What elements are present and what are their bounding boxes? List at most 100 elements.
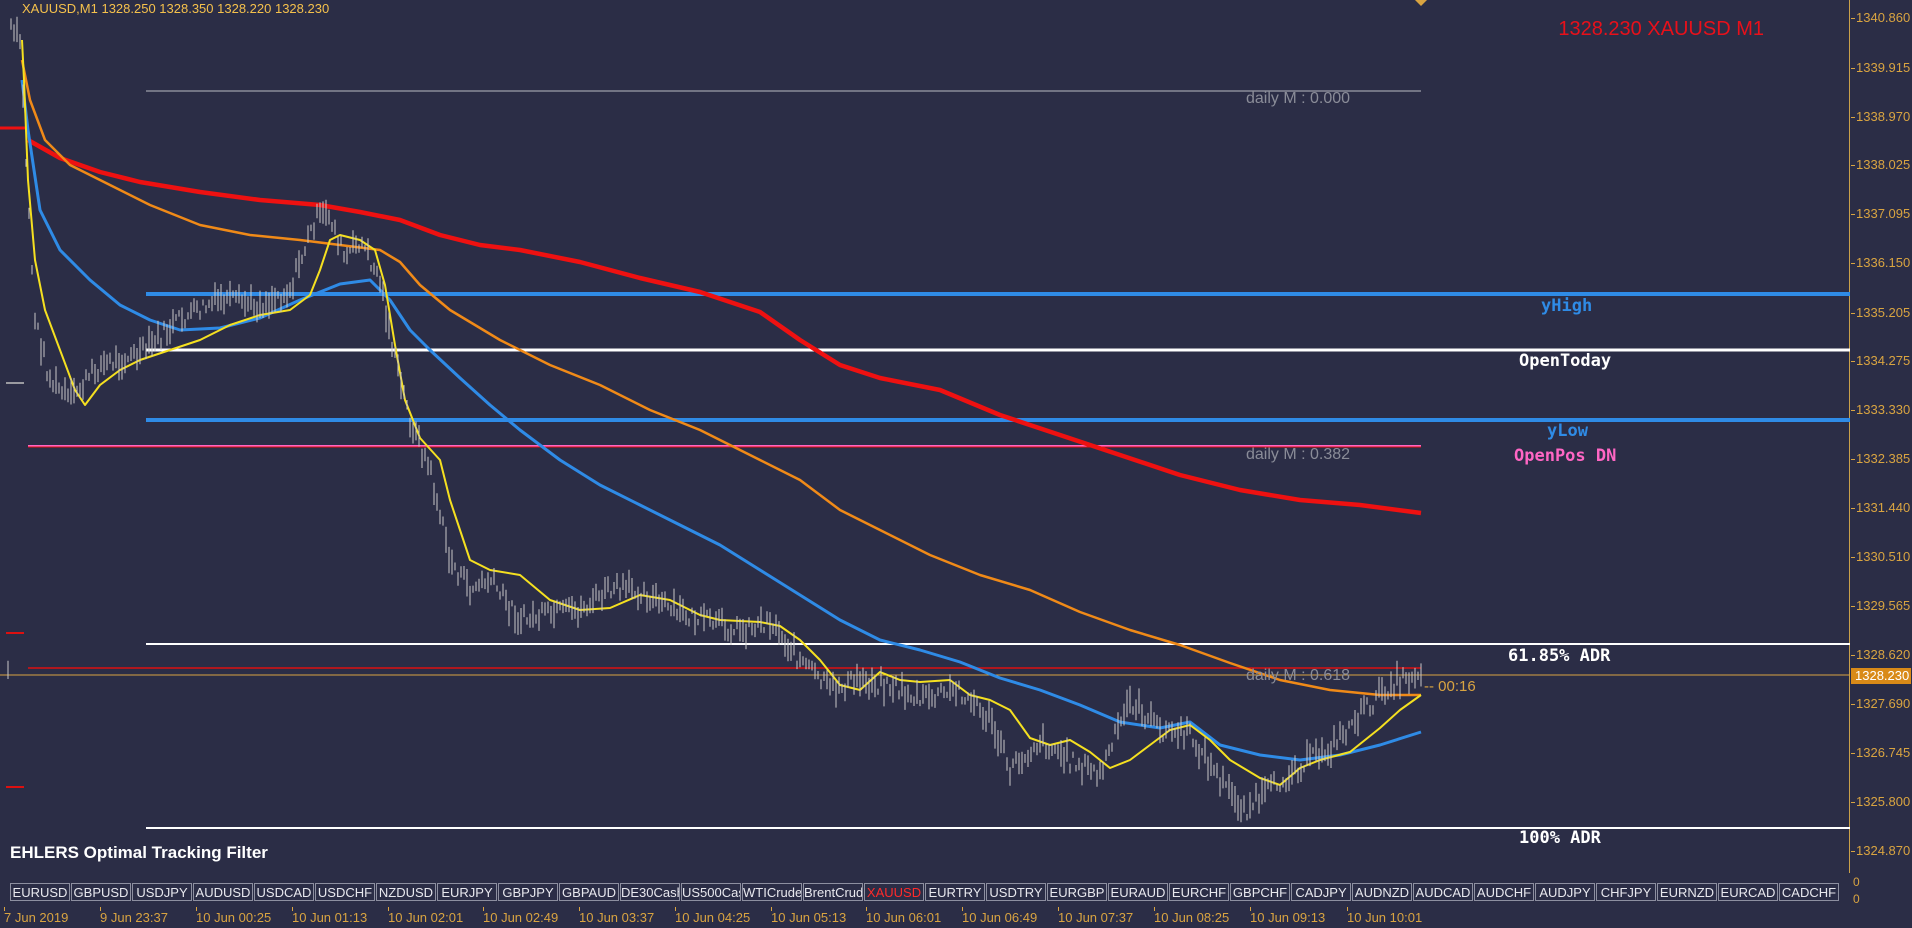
fib-level-0: daily M : 0.000	[1246, 90, 1351, 107]
axis-zero-top: 0	[1853, 875, 1860, 889]
symbol-tab-audusd[interactable]: AUDUSD	[193, 883, 253, 901]
time-tick-label: 10 Jun 06:49	[962, 910, 1038, 925]
symbol-tab-usdjpy[interactable]: USDJPY	[132, 883, 192, 901]
price-tick-label: 1326.745	[1856, 745, 1911, 760]
symbol-tab-cadjpy[interactable]: CADJPY	[1291, 883, 1351, 901]
price-tick	[1851, 313, 1855, 314]
yhigh-label: yHigh	[1541, 296, 1593, 316]
symbol-tab-audcad[interactable]: AUDCAD	[1413, 883, 1473, 901]
price-tick	[1851, 361, 1855, 362]
symbol-tab-eurusd[interactable]: EURUSD	[10, 883, 70, 901]
time-tick	[4, 907, 5, 911]
time-tick-label: 10 Jun 02:01	[388, 910, 464, 925]
price-tick	[1851, 606, 1855, 607]
symbol-tab-gbpusd[interactable]: GBPUSD	[71, 883, 131, 901]
time-tick-label: 10 Jun 01:13	[292, 910, 368, 925]
symbol-tab-chfjpy[interactable]: CHFJPY	[1596, 883, 1656, 901]
price-tick	[1851, 851, 1855, 852]
symbol-tab-audjpy[interactable]: AUDJPY	[1535, 883, 1595, 901]
time-tick-label: 10 Jun 05:13	[771, 910, 847, 925]
price-chart-area[interactable]: XAUUSD,M1 1328.250 1328.350 1328.220 132…	[0, 0, 1850, 901]
price-chart-svg[interactable]	[0, 0, 1850, 873]
price-tick-label: 1340.860	[1856, 10, 1911, 25]
price-tick-label: 1339.915	[1856, 60, 1911, 75]
symbol-tab-us500cash[interactable]: US500Cash	[681, 883, 741, 901]
symbol-tab-eurnzd[interactable]: EURNZD	[1657, 883, 1717, 901]
current-price-marker: 1328.230	[1851, 668, 1911, 684]
price-tick-label: 1328.620	[1856, 647, 1911, 662]
symbol-tab-brentcrude[interactable]: BrentCrude	[803, 883, 863, 901]
time-tick-label: 7 Jun 2019	[4, 910, 69, 925]
symbol-tab-wticrude[interactable]: WTICrude	[742, 883, 802, 901]
ema-orange-line	[20, 59, 1421, 697]
open-today-label: OpenToday	[1519, 351, 1612, 371]
time-tick	[579, 907, 580, 911]
time-tick-label: 10 Jun 07:37	[1058, 910, 1134, 925]
time-tick	[962, 907, 963, 911]
symbol-tab-audnzd[interactable]: AUDNZD	[1352, 883, 1412, 901]
time-tick-label: 10 Jun 08:25	[1154, 910, 1230, 925]
price-tick-label: 1338.025	[1856, 157, 1911, 172]
symbol-tab-usdcad[interactable]: USDCAD	[254, 883, 314, 901]
price-tick	[1851, 753, 1855, 754]
price-axis[interactable]: 1340.860 1339.915 1338.970 1338.025 1337.095…	[1851, 0, 1912, 873]
time-tick-label: 10 Jun 02:49	[483, 910, 559, 925]
symbol-tab-nzdusd[interactable]: NZDUSD	[376, 883, 436, 901]
symbol-tab-eurtry[interactable]: EURTRY	[925, 883, 985, 901]
sma-red-line	[26, 138, 1422, 516]
time-tick	[100, 907, 101, 911]
symbol-tab-usdtry[interactable]: USDTRY	[986, 883, 1046, 901]
time-tick-label: 10 Jun 09:13	[1250, 910, 1326, 925]
time-tick-label: 10 Jun 06:01	[866, 910, 942, 925]
time-tick	[675, 907, 676, 911]
price-tick-label: 1336.150	[1856, 255, 1911, 270]
price-tick	[1851, 263, 1855, 264]
symbol-tab-usdchf[interactable]: USDCHF	[315, 883, 375, 901]
symbol-tab-euraud[interactable]: EURAUD	[1108, 883, 1168, 901]
adr-61-label: 61.85% ADR	[1508, 646, 1611, 666]
time-tick	[866, 907, 867, 911]
fib-level-618: daily M : 0.618	[1246, 667, 1351, 684]
price-tick-label: 1330.510	[1856, 549, 1911, 564]
symbol-tab-eurgbp[interactable]: EURGBP	[1047, 883, 1107, 901]
price-tick	[1851, 508, 1855, 509]
symbol-tab-gbpjpy[interactable]: GBPJPY	[498, 883, 558, 901]
price-tick	[1851, 117, 1855, 118]
symbol-tab-gbpchf[interactable]: GBPCHF	[1230, 883, 1290, 901]
ylow-label: yLow	[1547, 421, 1588, 441]
price-tick	[1851, 410, 1855, 411]
time-tick-label: 10 Jun 03:37	[579, 910, 655, 925]
symbol-tab-gbpaud[interactable]: GBPAUD	[559, 883, 619, 901]
time-tick	[292, 907, 293, 911]
time-tick-label: 10 Jun 10:01	[1347, 910, 1423, 925]
price-tick-label: 1332.385	[1856, 451, 1911, 466]
symbol-tab-de30cash[interactable]: DE30Cash	[620, 883, 680, 901]
symbol-tab-eurjpy[interactable]: EURJPY	[437, 883, 497, 901]
price-tick-label: 1329.565	[1856, 598, 1911, 613]
symbol-tab-bar: EURUSD GBPUSD USDJPY AUDUSD USDCAD USDCHF NZDU…	[10, 883, 1840, 903]
price-tick	[1851, 459, 1855, 460]
chart-title: XAUUSD,M1 1328.250 1328.350 1328.220 132…	[22, 1, 330, 16]
price-tick	[1851, 214, 1855, 215]
symbol-tab-eurchf[interactable]: EURCHF	[1169, 883, 1229, 901]
fib-level-382: daily M : 0.382	[1246, 446, 1351, 463]
chart-shift-marker	[1415, 0, 1427, 6]
indicator-name: EHLERS Optimal Tracking Filter	[10, 843, 268, 862]
time-tick	[483, 907, 484, 911]
price-tick-label: 1324.870	[1856, 843, 1911, 858]
symbol-tab-cadchf[interactable]: CADCHF	[1779, 883, 1839, 901]
ehlers-filter-line	[21, 39, 1422, 786]
symbol-tab-eurcad[interactable]: EURCAD	[1718, 883, 1778, 901]
price-tick-label: 1325.800	[1856, 794, 1911, 809]
time-tick	[1347, 907, 1348, 911]
price-tick	[1851, 655, 1855, 656]
time-tick	[1058, 907, 1059, 911]
axis-zero-bottom: 0	[1853, 892, 1860, 906]
time-tick-label: 10 Jun 00:25	[196, 910, 272, 925]
time-tick	[1250, 907, 1251, 911]
price-tick	[1851, 704, 1855, 705]
symbol-tab-xauusd[interactable]: XAUUSD	[864, 883, 924, 901]
time-axis[interactable]: 7 Jun 2019 9 Jun 23:37 10 Jun 00:25 10 Jun …	[0, 907, 1850, 928]
symbol-tab-audchf[interactable]: AUDCHF	[1474, 883, 1534, 901]
